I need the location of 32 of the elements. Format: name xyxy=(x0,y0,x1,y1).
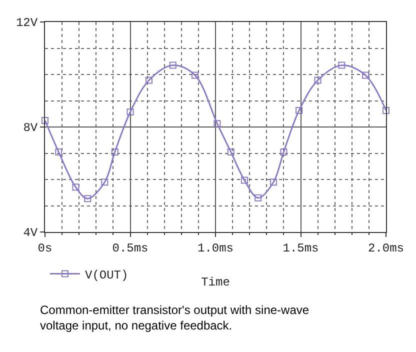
x-tick-label: 0.5ms xyxy=(112,241,148,256)
point xyxy=(126,108,134,116)
point xyxy=(42,116,48,124)
point xyxy=(72,184,80,191)
point xyxy=(280,148,288,156)
x-tick-label: 0s xyxy=(38,241,52,256)
x-axis-title: Time xyxy=(201,275,230,290)
point xyxy=(101,178,108,186)
point xyxy=(169,62,176,69)
point xyxy=(84,195,92,202)
text: Common-emitter transistor's output with sine-wave voltage input, no negative feedback. xyxy=(40,303,310,333)
point xyxy=(362,72,370,79)
point xyxy=(338,62,346,69)
legend-label: V(OUT) xyxy=(85,268,128,282)
y-tick-label: 8V xyxy=(23,121,38,136)
point xyxy=(111,148,118,156)
x-tick-label: 1.0ms xyxy=(197,241,234,256)
point xyxy=(254,194,262,202)
point xyxy=(55,148,62,156)
x-tick-label: 1.5ms xyxy=(282,241,319,256)
point xyxy=(296,106,303,114)
point xyxy=(214,120,221,128)
y-tick-label: 4V xyxy=(23,226,38,240)
x-tick-label: 2.0ms xyxy=(368,241,404,256)
point xyxy=(240,176,248,184)
point xyxy=(382,106,390,114)
y-tick-label: 12V xyxy=(16,16,38,30)
point xyxy=(146,76,153,84)
point xyxy=(270,178,277,186)
point xyxy=(227,148,234,156)
point xyxy=(314,76,322,84)
point xyxy=(192,72,199,79)
